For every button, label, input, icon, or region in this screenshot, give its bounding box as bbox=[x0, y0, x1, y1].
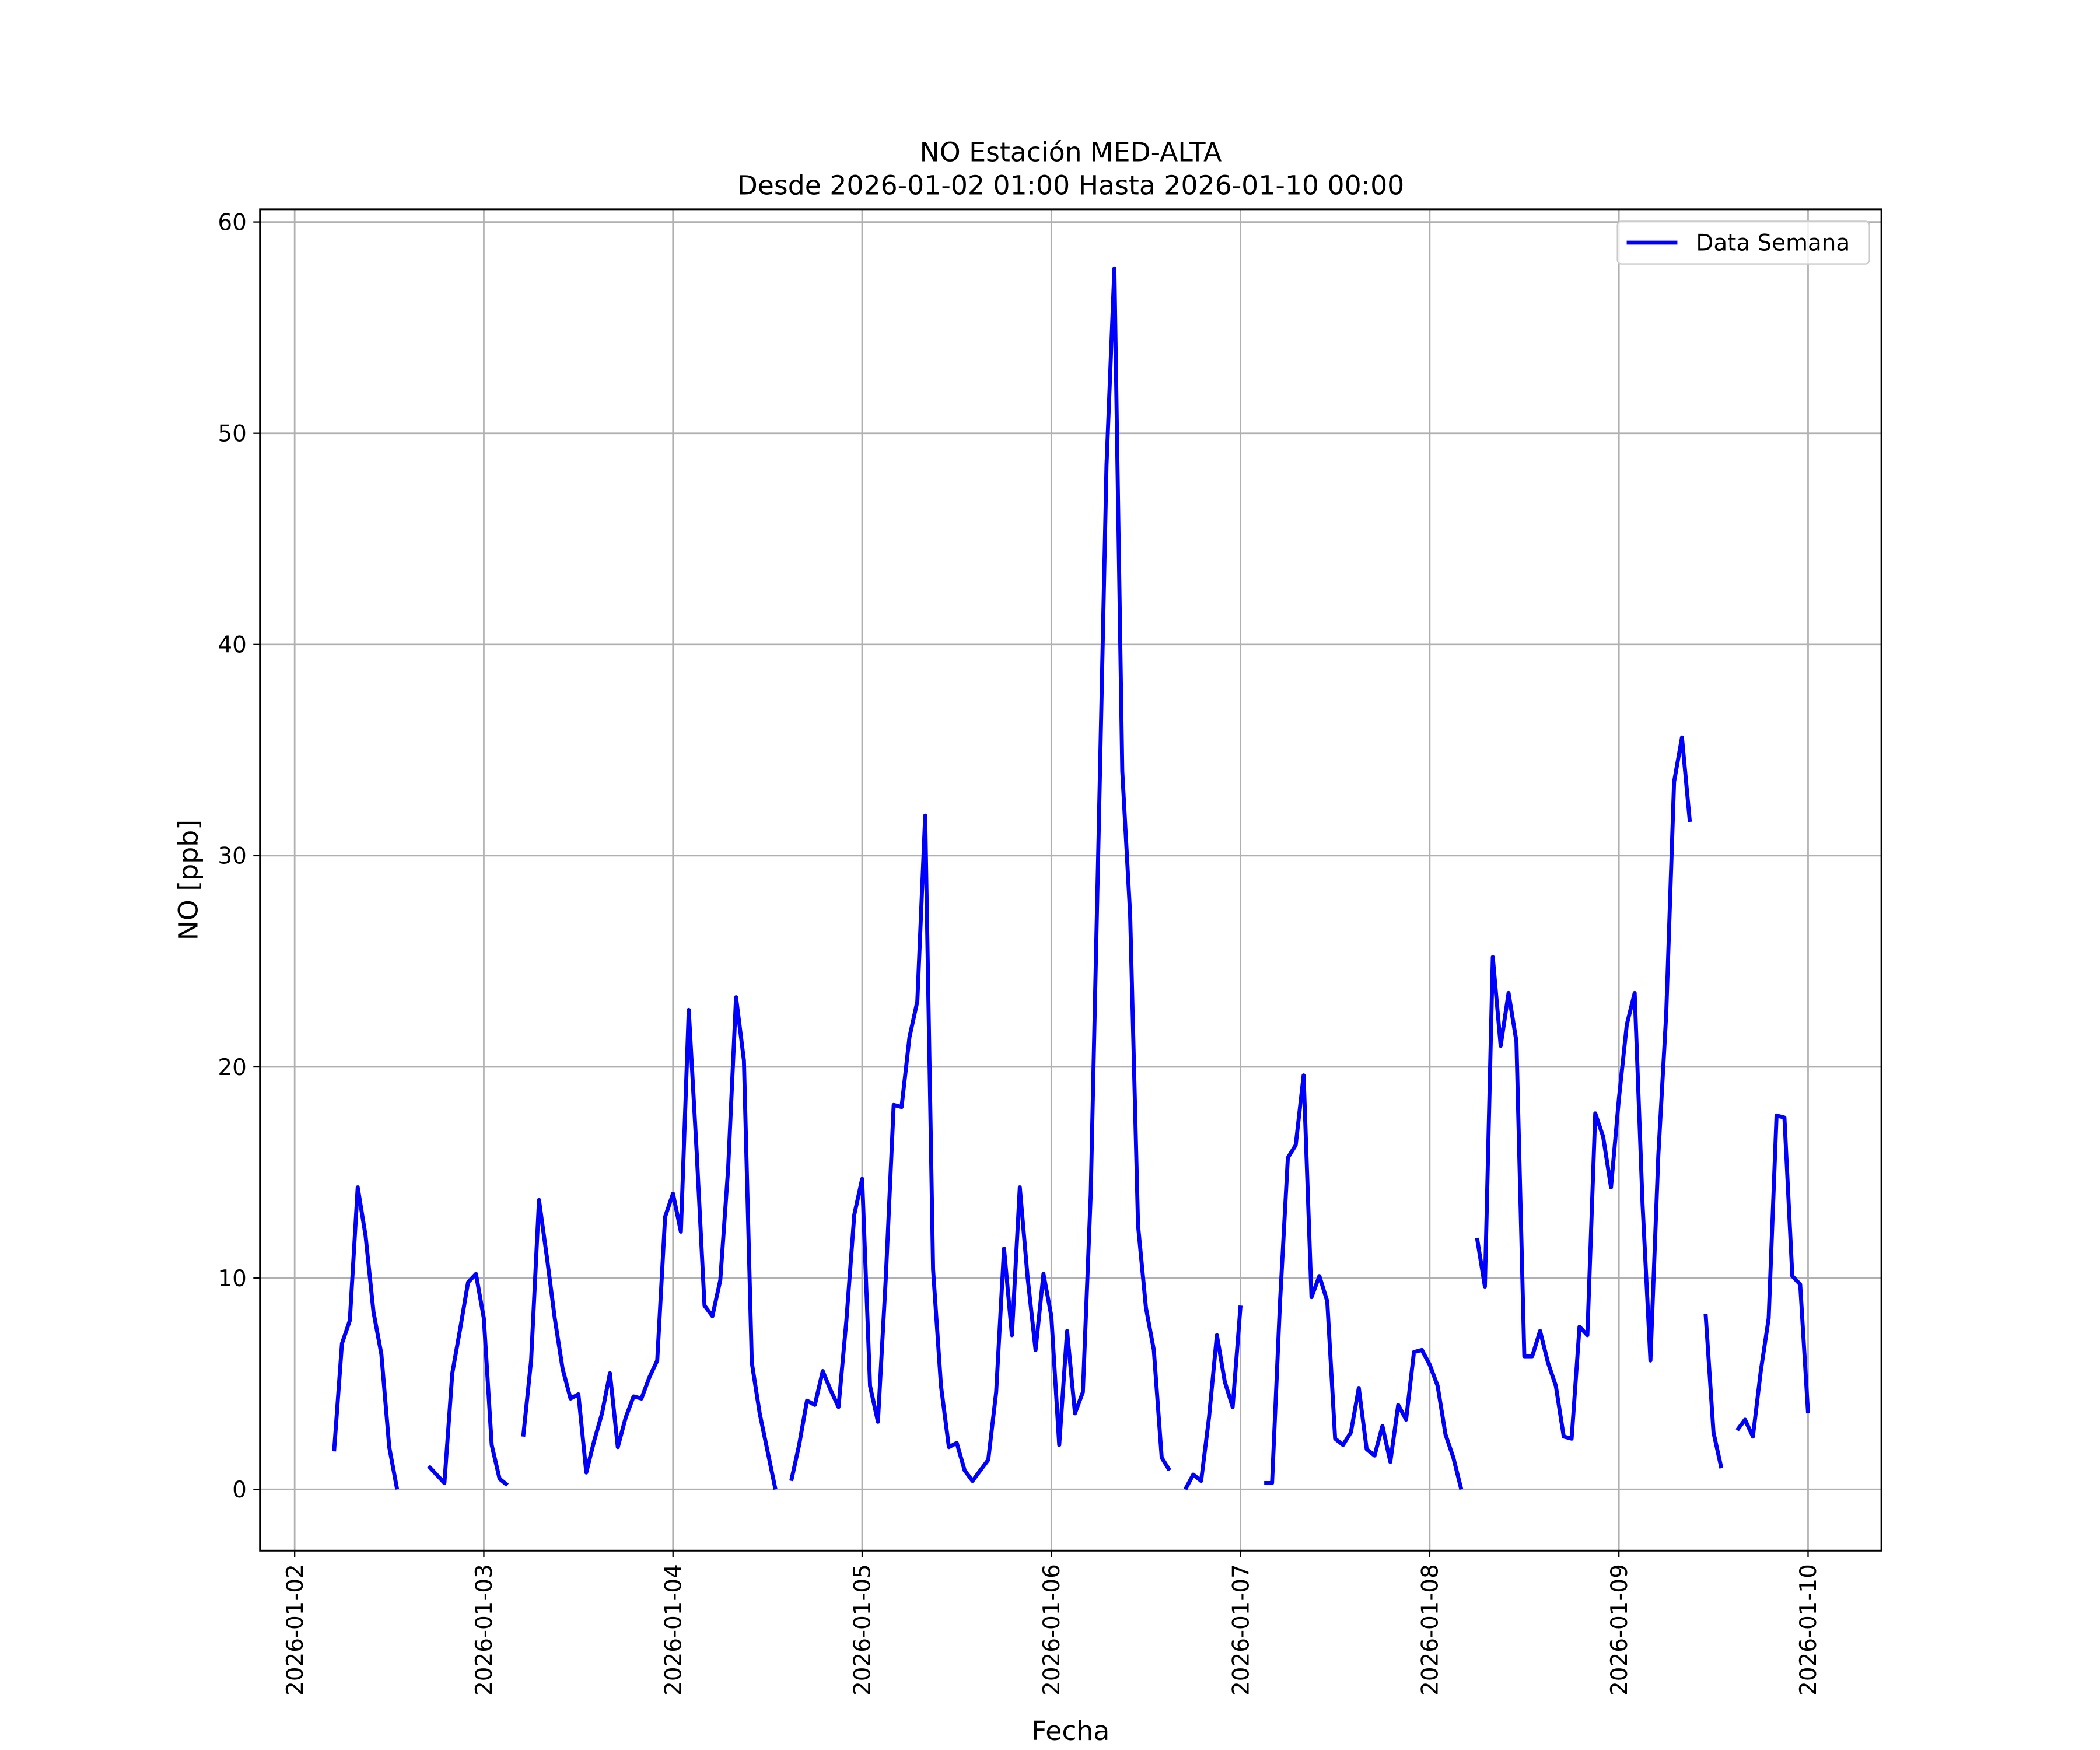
y-tick-label: 20 bbox=[218, 1055, 246, 1081]
x-tick-label: 2026-01-08 bbox=[1418, 1564, 1444, 1696]
y-tick-label: 50 bbox=[218, 421, 246, 447]
legend-label: Data Semana bbox=[1696, 230, 1850, 257]
plot-frame bbox=[259, 208, 1882, 1552]
x-tick-label: 2026-01-10 bbox=[1796, 1564, 1822, 1696]
legend-box bbox=[1616, 220, 1870, 265]
y-tick-label: 30 bbox=[218, 844, 246, 870]
y-tick-label: 40 bbox=[218, 632, 246, 659]
x-tick-label: 2026-01-04 bbox=[660, 1564, 687, 1696]
x-tick-label: 2026-01-06 bbox=[1039, 1564, 1065, 1696]
x-tick-label: 2026-01-05 bbox=[850, 1564, 876, 1696]
y-tick-label: 10 bbox=[218, 1266, 246, 1292]
data-line bbox=[332, 266, 1810, 1490]
x-tick-label: 2026-01-03 bbox=[471, 1564, 498, 1696]
chart-title: NO Estación MED-ALTA bbox=[920, 137, 1222, 168]
y-axis-label: NO [ppb] bbox=[173, 820, 204, 940]
y-tick-label: 60 bbox=[218, 209, 246, 236]
chart-subtitle: Desde 2026-01-02 01:00 Hasta 2026-01-10 … bbox=[737, 170, 1405, 201]
x-tick-label: 2026-01-09 bbox=[1606, 1564, 1633, 1696]
x-tick-label: 2026-01-02 bbox=[282, 1564, 309, 1696]
x-tick-label: 2026-01-07 bbox=[1228, 1564, 1254, 1696]
y-tick-label: 0 bbox=[232, 1477, 247, 1503]
x-axis-label: Fecha bbox=[1031, 1716, 1110, 1746]
